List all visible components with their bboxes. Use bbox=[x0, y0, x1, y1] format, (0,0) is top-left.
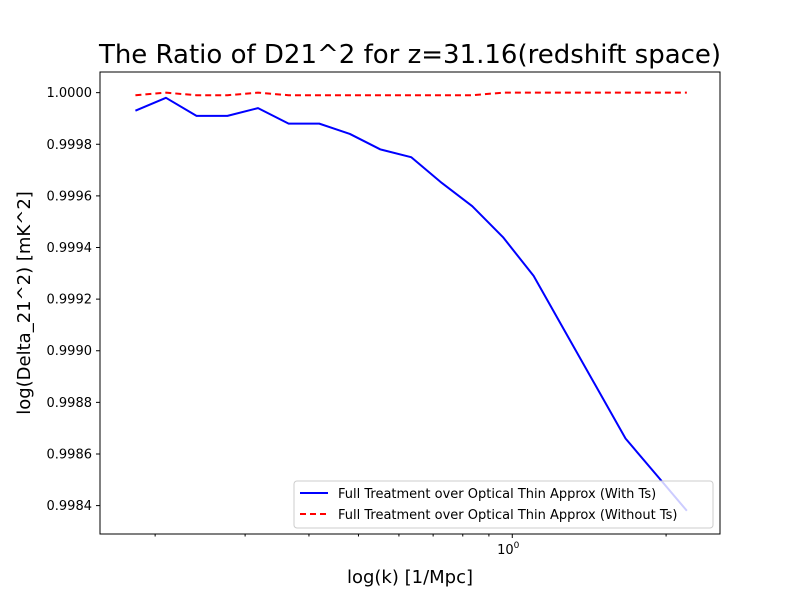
series-line-without-ts bbox=[135, 91, 687, 97]
y-tick-label: 0.9996 bbox=[47, 189, 93, 204]
legend-box bbox=[293, 480, 714, 529]
legend-label-without-ts: Full Treatment over Optical Thin Approx … bbox=[338, 508, 677, 523]
y-tick-label: 0.9994 bbox=[47, 241, 93, 256]
series-line-with-ts bbox=[135, 96, 688, 512]
axes-frame bbox=[99, 71, 721, 535]
y-tick-label: 0.9998 bbox=[47, 138, 93, 153]
y-tick-label: 0.9988 bbox=[47, 396, 93, 411]
y-tick-label: 0.9984 bbox=[47, 499, 93, 514]
y-tick-label: 0.9990 bbox=[47, 344, 93, 359]
y-tick-label: 1.0000 bbox=[47, 86, 93, 101]
legend-label-with-ts: Full Treatment over Optical Thin Approx … bbox=[338, 487, 656, 502]
y-axis-label: log(Delta_21^2) [mK^2] bbox=[14, 191, 35, 415]
y-axis: 0.9984 0.9986 0.9988 0.9990 0.9992 0.9994 0.99… bbox=[47, 86, 100, 514]
x-axis-label: log(k) [1/Mpc] bbox=[347, 567, 473, 588]
y-tick-label: 0.9992 bbox=[47, 293, 93, 308]
series-layer bbox=[135, 91, 688, 512]
legend: Full Treatment over Optical Thin Approx … bbox=[293, 480, 714, 529]
chart-title: The Ratio of D21^2 for z=31.16(redshift … bbox=[98, 40, 721, 70]
y-tick-label: 0.9986 bbox=[47, 447, 93, 462]
